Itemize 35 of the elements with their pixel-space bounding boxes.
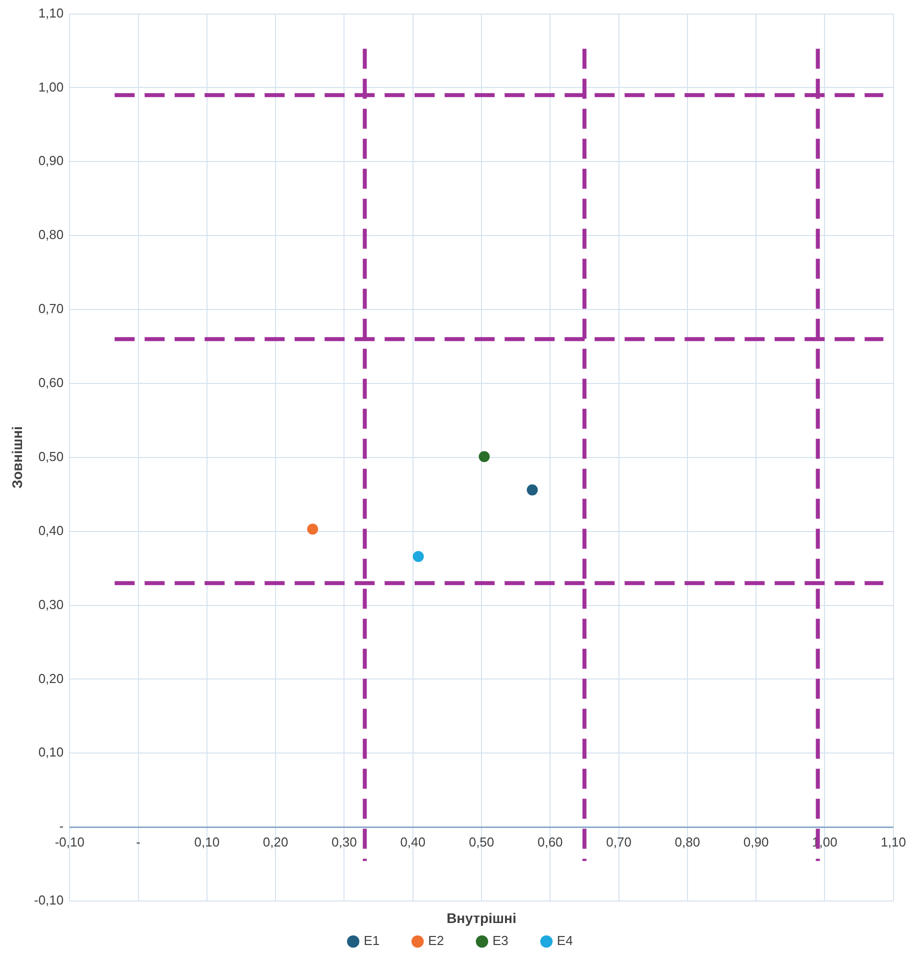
legend-label: E3 [492,933,508,948]
point [412,550,424,562]
y-tick-label: 0,30 [38,596,64,612]
x-tick-label: 1,10 [880,834,906,850]
x-tick-label: -0,10 [54,834,84,850]
y-tick-label: 0,80 [38,227,64,242]
x-axis-title: Внутрішні [446,910,516,926]
x-tick-label: 0,50 [468,834,494,850]
y-tick-label: -0,10 [34,892,64,908]
x-tick-label: 0,90 [743,834,769,850]
y-tick-label: 0,20 [38,670,64,686]
point [478,451,490,462]
point [307,524,318,535]
y-tick-label: - [59,818,64,834]
y-tick-label: 0,70 [38,301,64,316]
y-tick-label: 0,50 [38,448,64,464]
point [526,484,538,496]
x-tick-label: 0,70 [606,834,632,850]
x-tick-label: 0,80 [674,834,700,850]
x-tick-label: 0,40 [400,834,426,850]
x-tick-label: 0,30 [332,834,357,850]
x-tick-label: 0,60 [537,834,563,850]
x-tick-label: 0,20 [262,834,288,850]
x-tick-label: - [136,834,140,850]
x-tick-label: 0,10 [194,834,220,850]
legend-label: E1 [364,933,380,948]
y-tick-label: 1,00 [38,79,64,94]
y-tick-label: 0,90 [38,153,64,168]
y-tick-label: 1,10 [38,5,64,20]
y-axis-title: Зовнішні [8,426,25,489]
y-tick-label: 0,10 [38,744,64,760]
y-tick-label: 0,60 [38,375,64,390]
legend-label: E4 [556,933,573,948]
y-tick-label: 0,40 [38,522,64,538]
legend-label: E2 [428,933,444,948]
